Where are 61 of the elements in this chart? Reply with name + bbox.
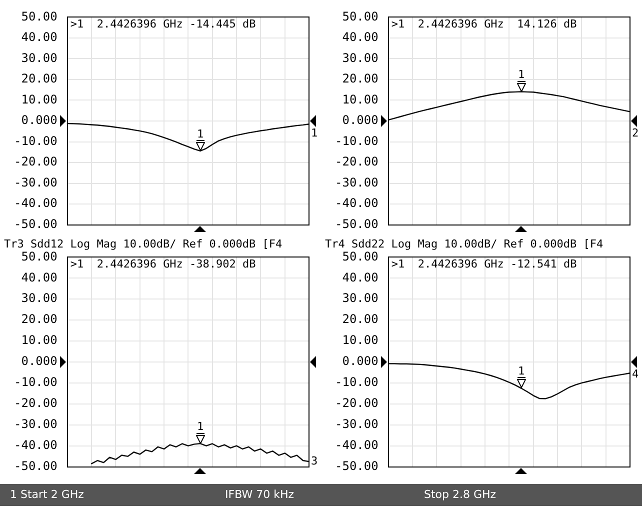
y-tick-label: 10.00 <box>21 333 58 348</box>
y-tick-label: -10.00 <box>14 375 58 390</box>
y-tick-label: -10.00 <box>334 375 378 390</box>
y-tick-label: 50.00 <box>342 9 378 24</box>
y-tick-label: -20.00 <box>14 396 58 410</box>
text: 2 <box>632 126 639 140</box>
y-tick-label: -10.00 <box>14 134 58 148</box>
annotation: 1 <box>518 364 525 378</box>
y-tick-label: 10.00 <box>342 333 378 348</box>
y-tick-label: 20.00 <box>21 312 58 326</box>
y-tick-label: 20.00 <box>342 312 378 326</box>
y-tick-label: 0.000 <box>342 113 378 128</box>
text: 1 Start 2 GHz <box>10 488 84 501</box>
annotation: 1 <box>518 68 525 82</box>
y-tick-label: 50.00 <box>21 9 58 24</box>
y-tick-label: 40.00 <box>342 270 378 284</box>
y-tick-label: 30.00 <box>342 291 378 306</box>
y-tick-label: -50.00 <box>334 458 378 473</box>
y-tick-label: 50.00 <box>21 249 58 264</box>
y-tick-label: 0.000 <box>21 354 58 368</box>
y-tick-label: 30.00 <box>342 50 378 65</box>
annotation: >1 2.4426396 GHz -12.541 dB <box>391 258 578 271</box>
y-tick-label: 30.00 <box>21 291 58 306</box>
y-tick-label: 0.000 <box>21 113 58 128</box>
text: Stop 2.8 GHz <box>424 488 496 501</box>
y-tick-label: -30.00 <box>14 417 58 432</box>
y-tick-label: -20.00 <box>14 154 58 169</box>
annotation: 1 <box>196 127 204 140</box>
y-tick-label: -40.00 <box>334 196 378 210</box>
y-tick-label: 40.00 <box>21 270 58 284</box>
chart-title: Tr4 Sdd22 Log Mag 10.00dB/ Ref 0.000dB [F4 <box>325 237 604 250</box>
y-tick-label: -40.00 <box>14 196 58 210</box>
y-tick-label: -30.00 <box>334 417 378 432</box>
y-tick-label: -50.00 <box>334 216 378 231</box>
y-tick-label: -50.00 <box>14 458 58 473</box>
annotation: >1 2.4426396 GHz -14.445 dB <box>70 18 256 31</box>
y-tick-label: -40.00 <box>14 438 58 452</box>
y-tick-label: -30.00 <box>14 175 58 190</box>
y-tick-label: 40.00 <box>342 30 378 44</box>
y-tick-label: 40.00 <box>21 30 58 44</box>
y-tick-label: 0.000 <box>342 354 378 368</box>
y-tick-label: 10.00 <box>21 92 58 106</box>
y-tick-label: 50.00 <box>342 249 378 264</box>
annotation: 1 <box>196 420 204 433</box>
annotation: >1 2.4426396 GHz -38.902 dB <box>70 258 256 271</box>
y-tick-label: 20.00 <box>21 72 58 86</box>
text: 1 <box>311 126 318 140</box>
y-tick-label: -10.00 <box>334 134 378 148</box>
text: 3 <box>311 454 318 468</box>
annotation: >1 2.4426396 GHz 14.126 dB <box>391 18 578 31</box>
y-tick-label: 10.00 <box>342 92 378 106</box>
text: IFBW 70 kHz <box>225 488 294 501</box>
y-tick-label: -40.00 <box>334 438 378 452</box>
text: 4 <box>632 367 639 380</box>
y-tick-label: -20.00 <box>334 154 378 169</box>
y-tick-label: -50.00 <box>14 216 58 231</box>
y-tick-label: -30.00 <box>334 175 378 190</box>
chart-title: Tr3 Sdd12 Log Mag 10.00dB/ Ref 0.000dB [F4 <box>4 237 283 250</box>
y-tick-label: -20.00 <box>334 396 378 410</box>
y-tick-label: 30.00 <box>21 50 58 65</box>
y-tick-label: 20.00 <box>342 72 378 86</box>
